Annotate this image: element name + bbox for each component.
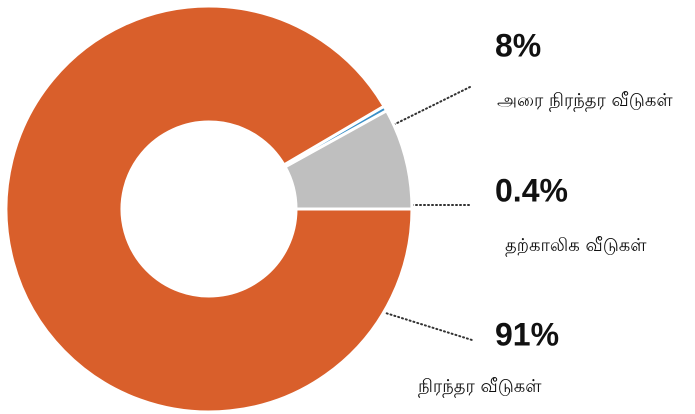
value-label: 8% [495, 27, 541, 63]
leader-line [382, 85, 473, 131]
category-label: நிரந்தர வீடுகள் [418, 376, 542, 398]
category-label: தற்காலிக வீடுகள் [505, 235, 647, 257]
slice [4, 4, 414, 414]
category-label: அரை நிரந்தர வீடுகள் [497, 90, 673, 112]
value-label: 0.4% [495, 172, 568, 208]
value-label: 91% [495, 316, 559, 352]
